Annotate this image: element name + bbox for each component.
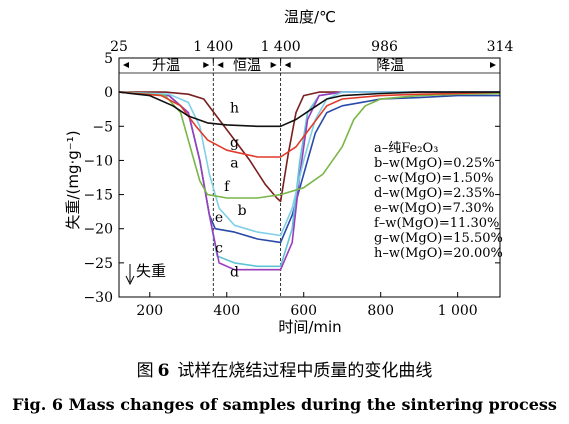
y-tick-label: 5 <box>104 51 113 67</box>
curve-label: b <box>238 203 247 219</box>
caption-prefix: 图 <box>136 361 154 381</box>
curve-label: h <box>230 101 239 117</box>
curve-label: d <box>230 265 239 281</box>
top-tick-label: 1 400 <box>193 39 233 55</box>
y-tick-label: −25 <box>83 256 113 272</box>
y-tick-label: −10 <box>83 153 113 169</box>
x-axis-ticks: 200 400 600 800 1 000 <box>136 292 478 319</box>
sintering-mass-change-chart: 温度/℃ 25 1 400 1 400 986 314 5 0 −5 −10 −15 −20 −25… <box>64 8 513 336</box>
caption-text: 试样在烧结过程中质量的变化曲线 <box>177 361 433 381</box>
weight-loss-label: 失重 <box>136 262 166 280</box>
x-tick-label: 400 <box>213 303 240 319</box>
stage-band: 升温 恒温 降温 <box>119 58 500 297</box>
legend-entry-f: f–w(MgO)=11.30% <box>374 216 499 231</box>
top-tick-label: 25 <box>110 39 128 55</box>
x-tick-label: 1 000 <box>438 303 478 319</box>
x-tick-label: 200 <box>136 303 163 319</box>
figure-caption-english: Fig. 6 Mass changes of samples during th… <box>12 395 557 414</box>
legend-entry-d: d–w(MgO)=2.35% <box>374 186 495 201</box>
x-axis-label: 时间/min <box>278 318 341 336</box>
figure-caption-chinese: 图 6 试样在烧结过程中质量的变化曲线 <box>0 356 569 381</box>
caption-number: 6 <box>157 361 170 381</box>
legend-entry-g: g–w(MgO)=15.50% <box>374 231 503 246</box>
legend: a–纯Fe₂O₃b–w(MgO)=0.25%c–w(MgO)=1.50%d–w(… <box>374 141 503 261</box>
curve-label: e <box>215 210 223 226</box>
y-axis-ticks: 5 0 −5 −10 −15 −20 −25 −30 <box>83 51 500 306</box>
legend-entry-e: e–w(MgO)=7.30% <box>374 201 494 216</box>
curve-label: g <box>230 135 239 151</box>
legend-entry-h: h–w(MgO)=20.00% <box>374 246 503 261</box>
legend-entry-b: b–w(MgO)=0.25% <box>374 156 495 171</box>
y-tick-label: 0 <box>104 85 113 101</box>
y-axis-label: 失重/(mg·g⁻¹) <box>64 130 82 229</box>
stage-label: 恒温 <box>233 58 261 74</box>
series-line-e <box>118 91 500 237</box>
top-tick-label: 1 400 <box>261 39 301 55</box>
y-tick-label: −5 <box>92 119 113 135</box>
stage-arrow-right <box>270 62 277 68</box>
x-tick-label: 600 <box>290 303 317 319</box>
stage-arrow-left <box>217 62 224 68</box>
stage-label: 降温 <box>376 58 404 74</box>
top-tick-label: 986 <box>371 39 398 55</box>
top-tick-label: 314 <box>487 39 514 55</box>
legend-entry-c: c–w(MgO)=1.50% <box>374 171 494 186</box>
weight-loss-indicator: 失重 <box>125 262 166 286</box>
y-tick-label: −20 <box>83 222 113 238</box>
legend-entry-a: a–纯Fe₂O₃ <box>374 141 438 156</box>
top-axis-ticks: 25 1 400 1 400 986 314 <box>110 39 513 63</box>
stage-arrow-right <box>490 62 496 68</box>
curve-label: f <box>224 179 231 195</box>
series-line-h <box>118 91 500 128</box>
plot-frame <box>118 57 501 298</box>
stage-arrow-left <box>123 62 129 68</box>
stage-arrow-right <box>203 62 210 68</box>
stage-arrow-left <box>284 62 291 68</box>
top-axis-label: 温度/℃ <box>284 8 336 26</box>
series-lines <box>118 91 501 271</box>
curve-label: c <box>215 241 223 257</box>
y-tick-label: −15 <box>83 188 113 204</box>
curve-label: a <box>230 155 238 171</box>
x-tick-label: 800 <box>367 303 394 319</box>
series-line-f <box>118 91 501 199</box>
stage-label: 升温 <box>152 58 180 74</box>
y-tick-label: −30 <box>83 290 113 306</box>
